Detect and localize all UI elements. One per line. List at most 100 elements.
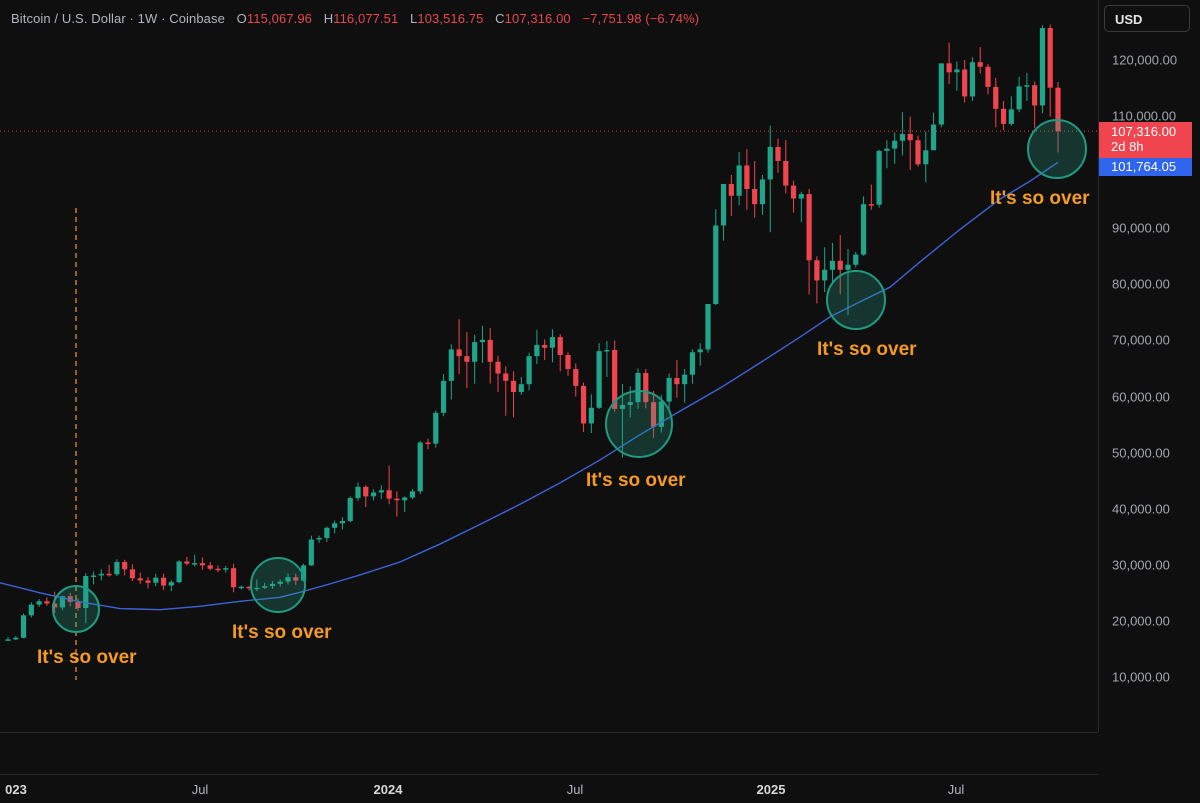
candle[interactable] bbox=[355, 482, 361, 501]
candle[interactable] bbox=[363, 485, 369, 508]
candle[interactable] bbox=[153, 573, 159, 587]
candle[interactable] bbox=[542, 339, 548, 361]
indicator-pane[interactable] bbox=[0, 732, 1098, 775]
candle[interactable] bbox=[573, 363, 579, 397]
candle[interactable] bbox=[324, 526, 330, 542]
candle[interactable] bbox=[168, 579, 174, 592]
candle[interactable] bbox=[223, 565, 229, 573]
candle[interactable] bbox=[977, 47, 983, 74]
time-axis[interactable]: 023 Jul 2024 Jul 2025 Jul bbox=[0, 774, 1200, 803]
candle[interactable] bbox=[635, 368, 641, 409]
candle[interactable] bbox=[207, 562, 213, 571]
candle[interactable] bbox=[347, 496, 353, 523]
candle[interactable] bbox=[993, 77, 999, 128]
candle[interactable] bbox=[199, 557, 206, 570]
candle[interactable] bbox=[479, 325, 486, 363]
candle[interactable] bbox=[277, 579, 283, 587]
candle[interactable] bbox=[884, 140, 890, 169]
candle[interactable] bbox=[1016, 76, 1022, 113]
candle[interactable] bbox=[697, 343, 703, 366]
candle[interactable] bbox=[705, 303, 711, 353]
candle[interactable] bbox=[129, 564, 136, 582]
candle[interactable] bbox=[1039, 25, 1046, 114]
candle[interactable] bbox=[752, 160, 758, 218]
candle[interactable] bbox=[20, 613, 27, 639]
candle[interactable] bbox=[612, 340, 618, 412]
candle[interactable] bbox=[565, 352, 571, 376]
candle[interactable] bbox=[448, 344, 454, 400]
candle[interactable] bbox=[5, 637, 11, 641]
candle[interactable] bbox=[604, 341, 610, 377]
candle[interactable] bbox=[713, 209, 719, 306]
candle[interactable] bbox=[643, 369, 649, 409]
candle[interactable] bbox=[689, 349, 696, 384]
candle[interactable] bbox=[580, 382, 587, 432]
candle[interactable] bbox=[308, 535, 314, 566]
candle[interactable] bbox=[899, 112, 906, 156]
candle[interactable] bbox=[767, 125, 773, 233]
candle[interactable] bbox=[845, 249, 851, 316]
candle[interactable] bbox=[1055, 81, 1061, 153]
candle[interactable] bbox=[339, 517, 346, 530]
candle[interactable] bbox=[28, 602, 34, 618]
candle[interactable] bbox=[534, 329, 540, 365]
candle[interactable] bbox=[83, 573, 89, 624]
candle[interactable] bbox=[98, 569, 104, 581]
candle[interactable] bbox=[36, 599, 42, 607]
candle[interactable] bbox=[230, 563, 237, 593]
candle[interactable] bbox=[860, 196, 867, 256]
candle[interactable] bbox=[557, 334, 563, 372]
candle[interactable] bbox=[962, 60, 968, 103]
candle[interactable] bbox=[837, 235, 843, 295]
candle[interactable] bbox=[1047, 24, 1053, 117]
candle[interactable] bbox=[269, 581, 276, 589]
candle[interactable] bbox=[930, 112, 937, 151]
candle[interactable] bbox=[402, 496, 408, 513]
candle[interactable] bbox=[783, 140, 789, 194]
candle[interactable] bbox=[293, 573, 299, 586]
candle[interactable] bbox=[510, 371, 517, 418]
candle[interactable] bbox=[487, 328, 493, 384]
candle[interactable] bbox=[238, 585, 244, 590]
candle[interactable] bbox=[192, 554, 198, 567]
candle[interactable] bbox=[853, 251, 859, 268]
candle[interactable] bbox=[75, 598, 81, 611]
chart-pane[interactable] bbox=[0, 0, 1098, 732]
candle[interactable] bbox=[472, 334, 478, 384]
candle[interactable] bbox=[938, 63, 944, 128]
candle[interactable] bbox=[985, 63, 991, 95]
candle[interactable] bbox=[160, 573, 167, 591]
candle[interactable] bbox=[1032, 81, 1038, 128]
candle[interactable] bbox=[90, 571, 97, 585]
candlestick-plot[interactable] bbox=[0, 0, 1098, 732]
candle[interactable] bbox=[122, 559, 128, 576]
candle[interactable] bbox=[526, 352, 532, 391]
candle[interactable] bbox=[464, 332, 470, 389]
candle[interactable] bbox=[682, 369, 688, 403]
candle[interactable] bbox=[394, 491, 400, 517]
candle[interactable] bbox=[106, 564, 112, 577]
candle[interactable] bbox=[876, 149, 882, 208]
candle[interactable] bbox=[370, 489, 377, 501]
candle[interactable] bbox=[1024, 72, 1030, 101]
candle[interactable] bbox=[184, 556, 190, 566]
candle[interactable] bbox=[114, 559, 120, 577]
candle[interactable] bbox=[409, 489, 416, 500]
candle[interactable] bbox=[829, 242, 836, 285]
candle[interactable] bbox=[728, 174, 734, 216]
candle[interactable] bbox=[386, 465, 392, 505]
candle[interactable] bbox=[759, 174, 766, 215]
candle[interactable] bbox=[736, 151, 742, 206]
candle[interactable] bbox=[285, 573, 291, 585]
candle[interactable] bbox=[518, 376, 524, 395]
candle[interactable] bbox=[907, 116, 913, 170]
candle[interactable] bbox=[456, 319, 462, 375]
candle[interactable] bbox=[440, 374, 447, 417]
candle[interactable] bbox=[674, 360, 680, 398]
candle[interactable] bbox=[13, 636, 19, 640]
candle[interactable] bbox=[744, 149, 750, 210]
candle[interactable] bbox=[176, 560, 182, 584]
currency-button[interactable]: USD bbox=[1104, 5, 1190, 32]
candle[interactable] bbox=[720, 183, 727, 241]
candle[interactable] bbox=[254, 579, 260, 592]
